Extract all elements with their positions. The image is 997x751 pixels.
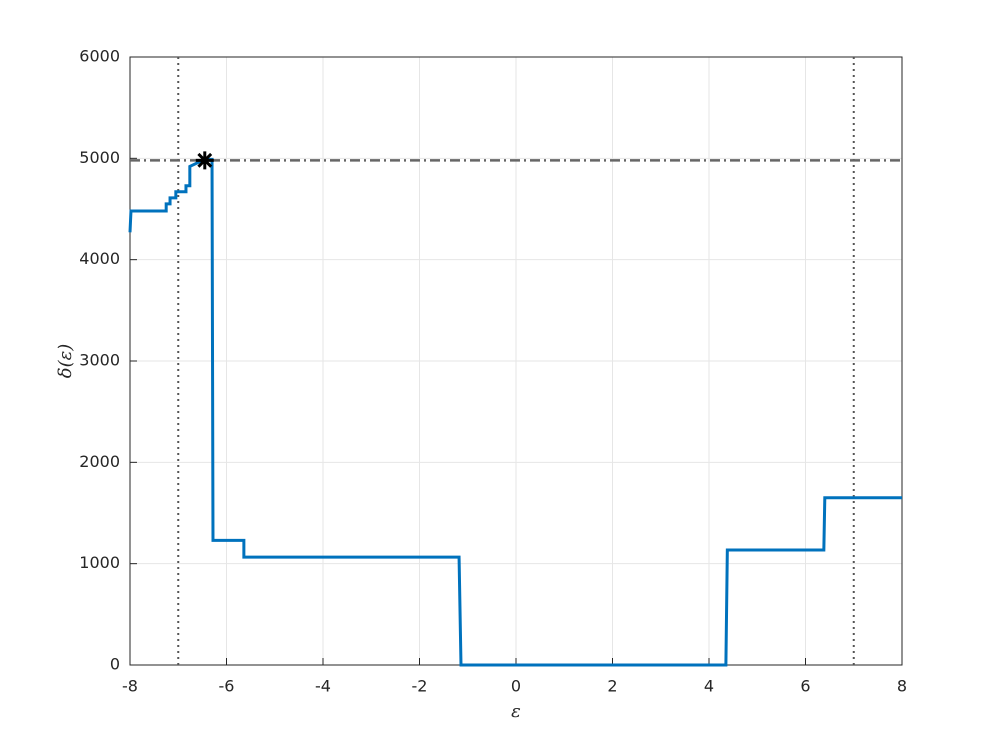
data-line [128, 157, 902, 667]
x-tick-label: -2 [412, 677, 428, 696]
x-tick-label: 6 [800, 677, 810, 696]
x-tick-label: -4 [315, 677, 331, 696]
x-tick-label: 8 [897, 677, 907, 696]
y-axis-label: δ(ε) [55, 344, 76, 379]
x-tick-label: 0 [511, 677, 521, 696]
y-tick-label: 6000 [79, 47, 120, 66]
y-tick-label: 5000 [79, 148, 120, 167]
y-tick-label: 2000 [79, 452, 120, 471]
x-tick-label: 2 [607, 677, 617, 696]
x-tick-label: 4 [704, 677, 714, 696]
y-tick-label: 0 [110, 655, 120, 674]
optimum-marker [195, 151, 214, 170]
y-tick-label: 4000 [79, 249, 120, 268]
y-tick-label: 1000 [79, 553, 120, 572]
y-tick-label: 3000 [79, 351, 120, 370]
x-axis-label: ε [511, 701, 521, 722]
x-tick-label: -8 [122, 677, 138, 696]
x-tick-label: -6 [219, 677, 235, 696]
